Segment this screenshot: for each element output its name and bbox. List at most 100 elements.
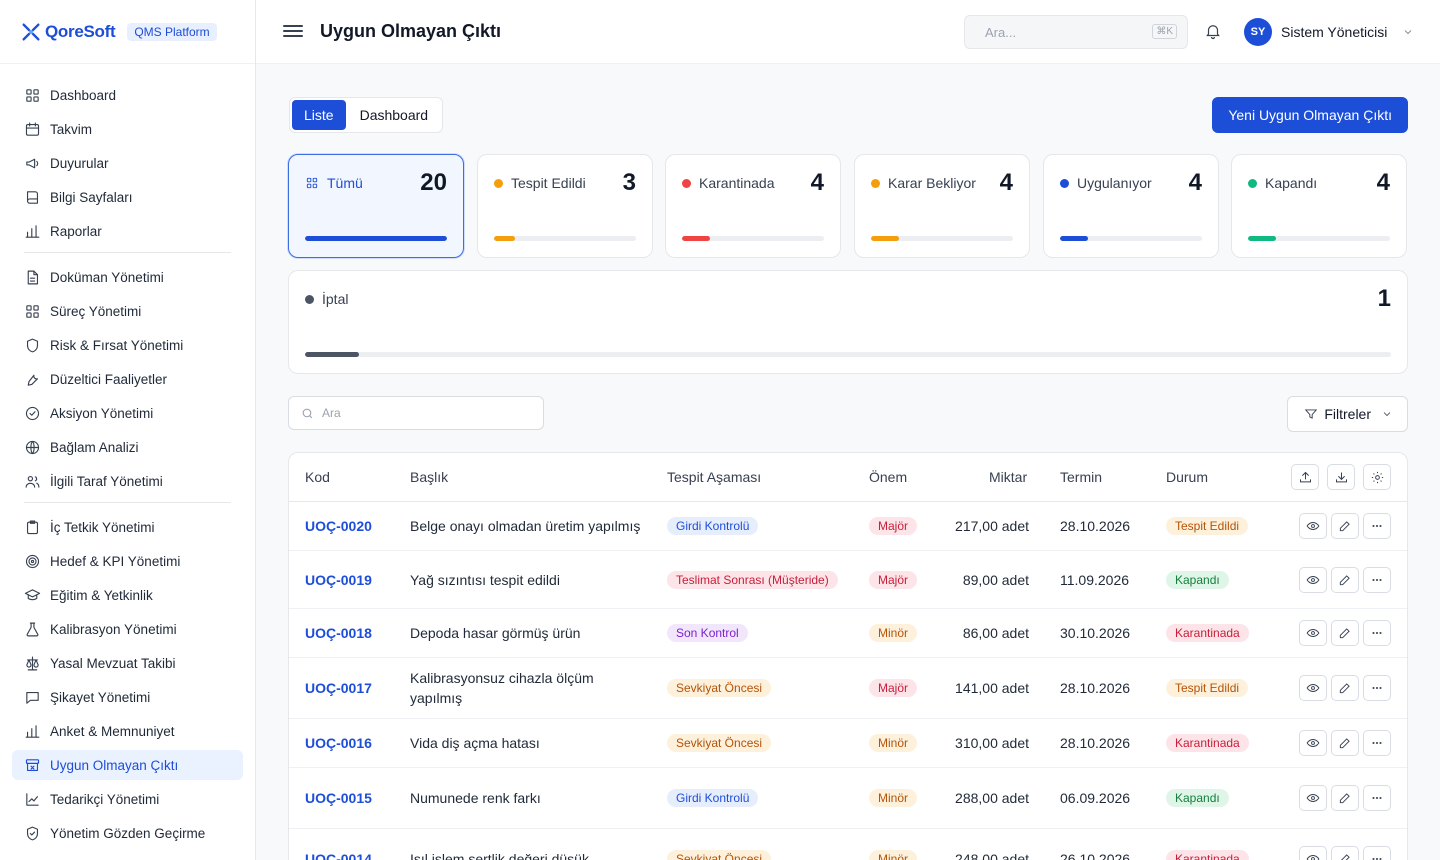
column-header-kod[interactable]: Kod (305, 469, 330, 485)
sidebar-item-yönetim-gözden-geçirme[interactable]: Yönetim Gözden Geçirme (12, 818, 243, 848)
table-row[interactable]: UOÇ-0017 Kalibrasyonsuz cihazla ölçüm yap… (289, 658, 1407, 719)
sidebar-item-anket-memnuniyet[interactable]: Anket & Memnuniyet (12, 716, 243, 746)
user-menu[interactable]: SY Sistem Yöneticisi (1244, 18, 1414, 46)
gear-icon[interactable] (1363, 464, 1391, 490)
nc-code-link[interactable]: UOÇ-0014 (305, 851, 372, 860)
sidebar-item-bağlam-analizi[interactable]: Bağlam Analizi (12, 432, 243, 462)
status-card-iptal[interactable]: İptal 1 (288, 270, 1408, 374)
column-header-durum[interactable]: Durum (1166, 469, 1209, 485)
more-icon[interactable] (1363, 566, 1391, 593)
sidebar-item-doküman-yönetimi[interactable]: Doküman Yönetimi (12, 262, 243, 292)
table-row[interactable]: UOÇ-0019 Yağ sızıntısı tespit edildi Tesli… (289, 551, 1407, 609)
nc-title: Kalibrasyonsuz cihazla ölçüm yapılmış (410, 670, 594, 706)
column-header-asama[interactable]: Tespit Aşaması (667, 469, 762, 485)
pencil-icon[interactable] (1331, 566, 1359, 593)
sidebar-item-duyurular[interactable]: Duyurular (12, 148, 243, 178)
sidebar-item-i-lgili-taraf-yönetimi[interactable]: İlgili Taraf Yönetimi (12, 466, 243, 496)
download-icon[interactable] (1327, 464, 1355, 490)
eye-icon[interactable] (1299, 675, 1327, 701)
column-header-baslik[interactable]: Başlık (410, 469, 449, 485)
severity-badge: Majör (869, 679, 918, 697)
eye-icon[interactable] (1299, 730, 1327, 756)
sidebar-item-uygun-olmayan-çıktı[interactable]: Uygun Olmayan Çıktı (12, 750, 243, 780)
more-icon[interactable] (1363, 846, 1391, 860)
sidebar-item-süreç-yönetimi[interactable]: Süreç Yönetimi (12, 296, 243, 326)
pencil-icon[interactable] (1331, 785, 1359, 811)
sidebar-item-label: Anket & Memnuniyet (50, 723, 175, 739)
nc-code-link[interactable]: UOÇ-0017 (305, 680, 372, 696)
column-header-miktar[interactable]: Miktar (989, 469, 1028, 485)
sidebar-item-hedef-kpi-yönetimi[interactable]: Hedef & KPI Yönetimi (12, 546, 243, 576)
sidebar-item-düzeltici-faaliyetler[interactable]: Düzeltici Faaliyetler (12, 364, 243, 394)
more-icon[interactable] (1363, 730, 1391, 756)
sidebar-item-i-ç-tetkik-yönetimi[interactable]: İç Tetkik Yönetimi (12, 512, 243, 542)
sidebar: QoreSoft QMS Platform Dashboard Takvim Duy… (0, 0, 256, 860)
sidebar-item-bilgi-sayfaları[interactable]: Bilgi Sayfaları (12, 182, 243, 212)
brand-logo[interactable]: QoreSoft (20, 21, 116, 43)
status-card[interactable]: Tespit Edildi 3 (477, 154, 653, 258)
search-input[interactable] (322, 406, 522, 420)
more-icon[interactable] (1363, 620, 1391, 646)
global-search[interactable]: Ara... ⌘K (964, 15, 1188, 49)
table-row[interactable]: UOÇ-0016 Vida diş açma hatası Sevkiyat Önc… (289, 719, 1407, 768)
table-row[interactable]: UOÇ-0014 Isıl işlem sertlik değeri düşük S… (289, 829, 1407, 860)
status-card[interactable]: Uygulanıyor 4 (1043, 154, 1219, 258)
column-header-termin[interactable]: Termin (1060, 469, 1103, 485)
eye-icon[interactable] (1299, 785, 1327, 811)
more-icon[interactable] (1363, 785, 1391, 811)
filters-button[interactable]: Filtreler (1287, 396, 1408, 432)
pencil-icon[interactable] (1331, 675, 1359, 701)
stage-badge: Sevkiyat Öncesi (667, 734, 772, 752)
table-row[interactable]: UOÇ-0018 Depoda hasar görmüş ürün Son Kont… (289, 609, 1407, 658)
filters-label: Filtreler (1324, 406, 1371, 422)
sidebar-item-şikayet-yönetimi[interactable]: Şikayet Yönetimi (12, 682, 243, 712)
sidebar-item-label: Tedarikçi Yönetimi (50, 791, 160, 807)
bell-icon[interactable] (1204, 22, 1224, 42)
sidebar-item-dashboard[interactable]: Dashboard (12, 80, 243, 110)
table-row[interactable]: UOÇ-0015 Numunede renk farkı Girdi Kontrol… (289, 768, 1407, 829)
more-icon[interactable] (1363, 675, 1391, 701)
menu-toggle-icon[interactable] (283, 22, 303, 42)
quantity: 288,00 adet (955, 790, 1029, 806)
sidebar-item-eğitim-yetkinlik[interactable]: Eğitim & Yetkinlik (12, 580, 243, 610)
status-card[interactable]: Tümü 20 (288, 154, 464, 258)
upload-icon[interactable] (1291, 464, 1319, 490)
eye-icon[interactable] (1299, 513, 1327, 539)
sidebar-item-raporlar[interactable]: Raporlar (12, 216, 243, 246)
sidebar-item-tedarikçi-yönetimi[interactable]: Tedarikçi Yönetimi (12, 784, 243, 814)
nc-code-link[interactable]: UOÇ-0019 (305, 571, 372, 588)
tab-list[interactable]: Liste (292, 100, 346, 130)
nc-code-link[interactable]: UOÇ-0015 (305, 790, 372, 806)
tab-dashboard[interactable]: Dashboard (359, 107, 429, 123)
sidebar-item-aksiyon-yönetimi[interactable]: Aksiyon Yönetimi (12, 398, 243, 428)
status-card[interactable]: Kapandı 4 (1231, 154, 1407, 258)
pencil-icon[interactable] (1331, 846, 1359, 860)
nc-code-link[interactable]: UOÇ-0020 (305, 518, 372, 534)
more-icon[interactable] (1363, 513, 1391, 539)
nc-title: Vida diş açma hatası (410, 735, 540, 751)
status-card[interactable]: Karantinada 4 (665, 154, 841, 258)
sidebar-item-yasal-mevzuat-takibi[interactable]: Yasal Mevzuat Takibi (12, 648, 243, 678)
status-card-label-text: İptal (322, 291, 349, 307)
brand: QoreSoft QMS Platform (0, 0, 255, 64)
check-circle-icon (25, 406, 40, 420)
table-row[interactable]: UOÇ-0020 Belge onayı olmadan üretim yapıl… (289, 502, 1407, 551)
nc-code-link[interactable]: UOÇ-0018 (305, 625, 372, 641)
pencil-icon[interactable] (1331, 620, 1359, 646)
sidebar-item-takvim[interactable]: Takvim (12, 114, 243, 144)
eye-icon[interactable] (1299, 846, 1327, 860)
pencil-icon[interactable] (1331, 730, 1359, 756)
stage-badge: Son Kontrol (667, 624, 748, 642)
graduation-cap-icon (24, 588, 41, 600)
sidebar-item-kalibrasyon-yönetimi[interactable]: Kalibrasyon Yönetimi (12, 614, 243, 644)
table-body: UOÇ-0020 Belge onayı olmadan üretim yapıl… (289, 502, 1407, 860)
status-card[interactable]: Karar Bekliyor 4 (854, 154, 1030, 258)
flask-icon (26, 622, 39, 636)
eye-icon[interactable] (1299, 620, 1327, 646)
pencil-icon[interactable] (1331, 513, 1359, 539)
sidebar-item-risk-fırsat-yönetimi[interactable]: Risk & Fırsat Yönetimi (12, 330, 243, 360)
new-nonconformity-button[interactable]: Yeni Uygun Olmayan Çıktı (1212, 97, 1408, 133)
eye-icon[interactable] (1299, 566, 1327, 593)
column-header-onem[interactable]: Önem (869, 469, 908, 485)
nc-code-link[interactable]: UOÇ-0016 (305, 735, 372, 751)
